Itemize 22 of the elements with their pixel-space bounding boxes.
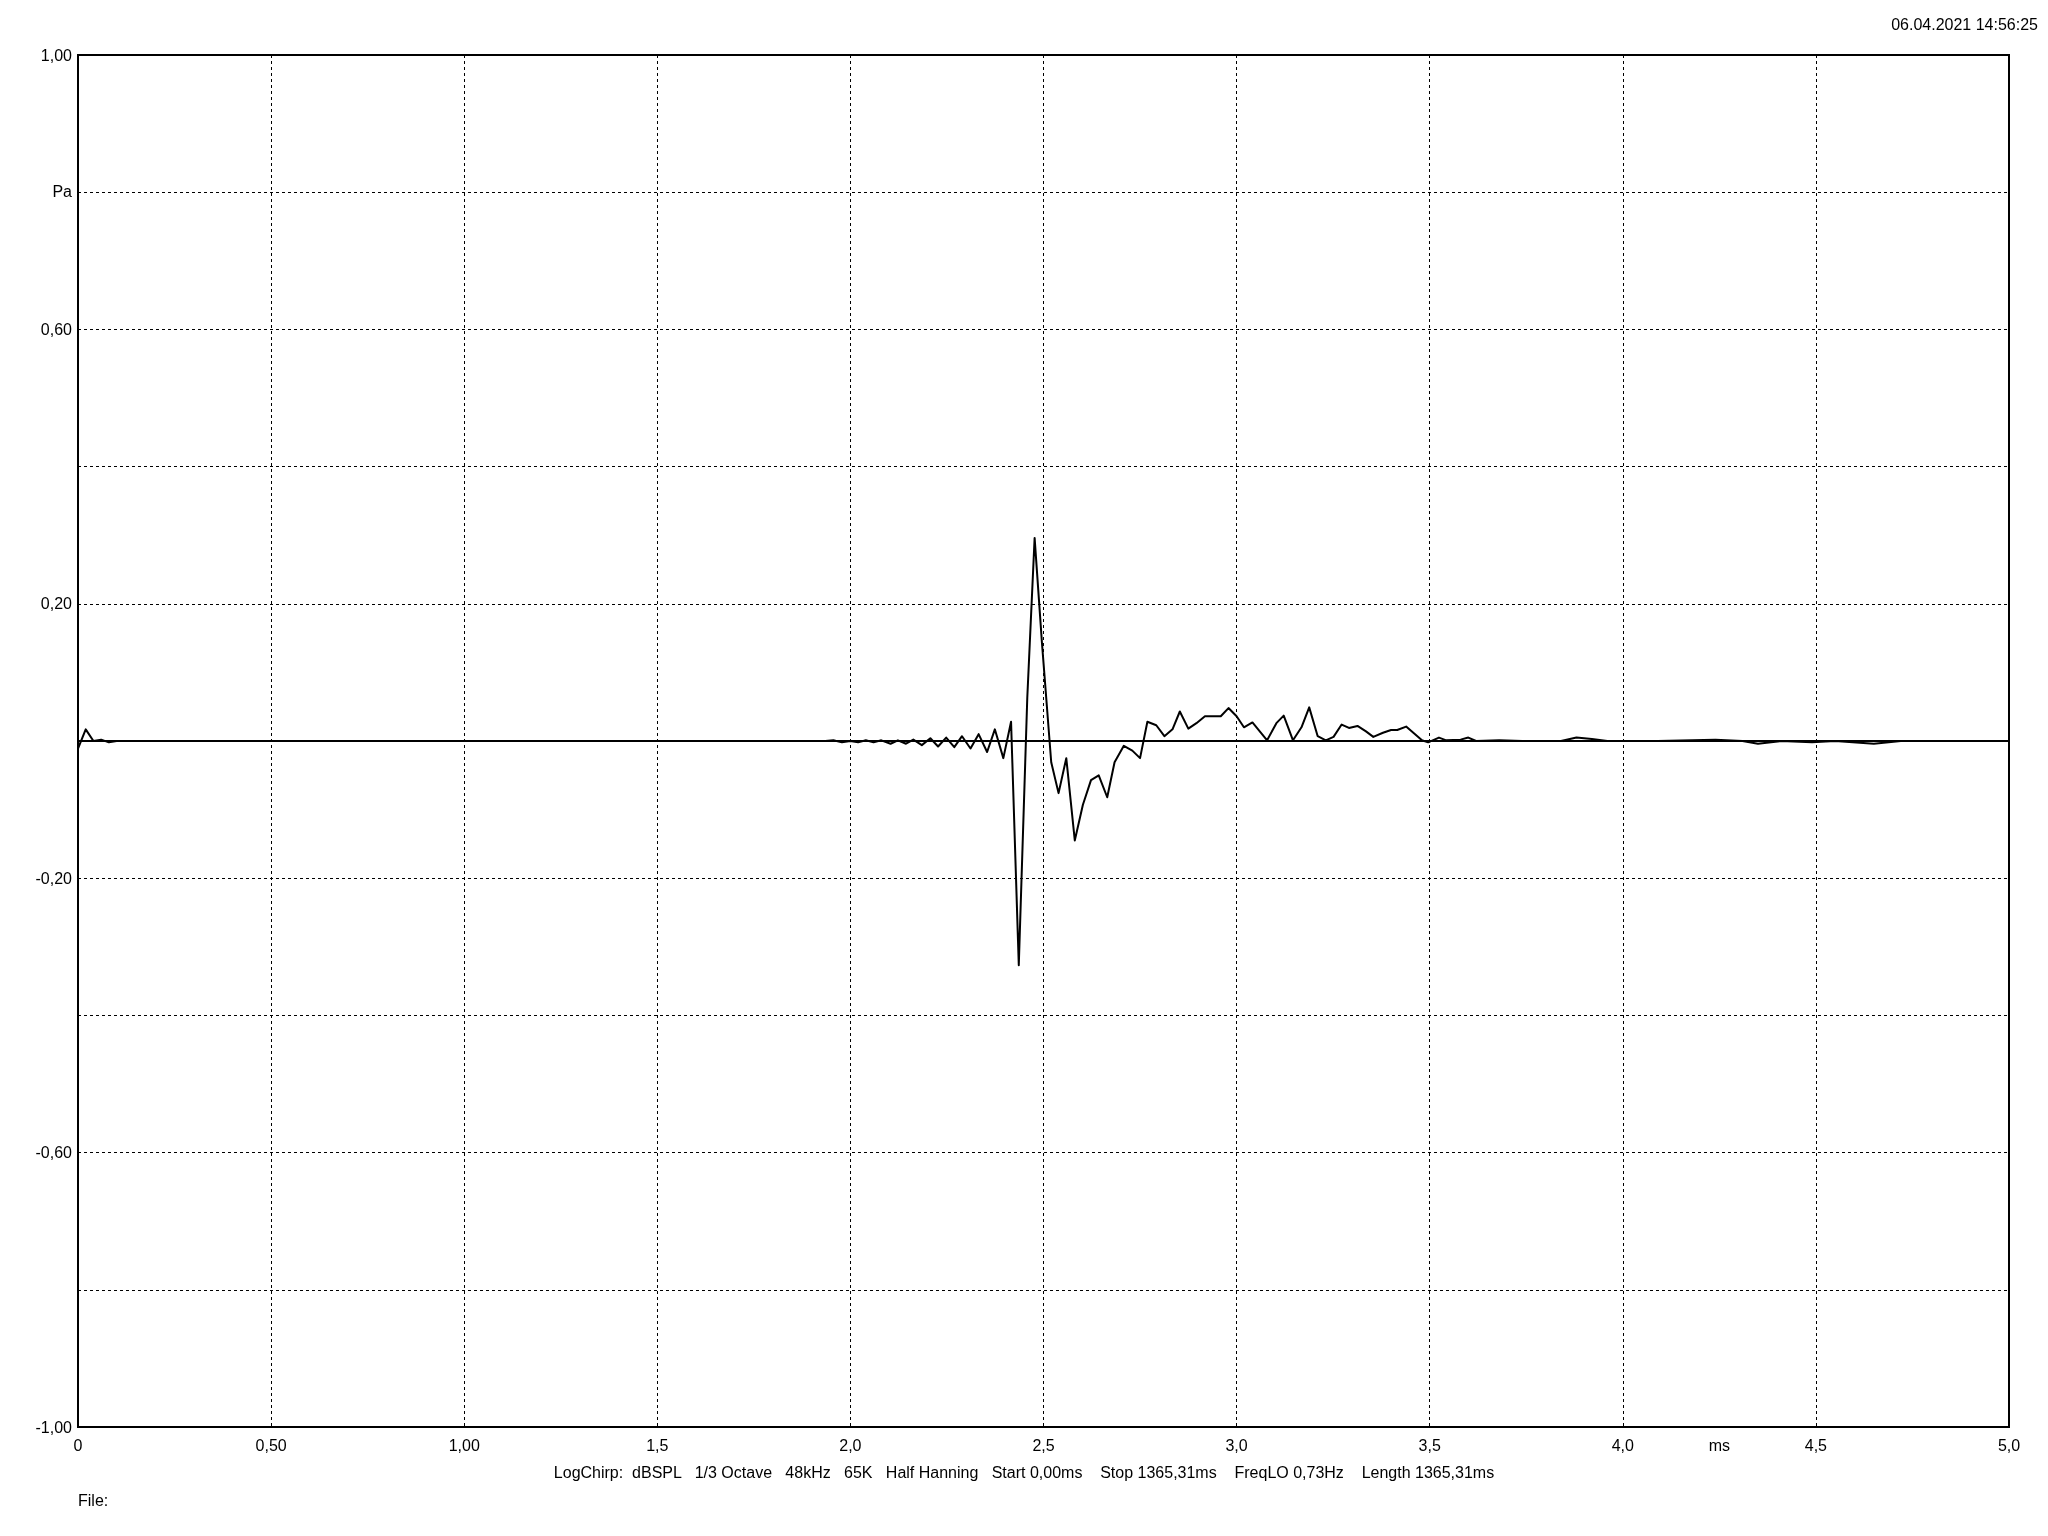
x-tick-label: 2,0 — [839, 1436, 862, 1454]
x-tick-label: 2,5 — [1032, 1436, 1055, 1454]
text: LogChirp: dBSPL 1/3 Octave 48kHz 65K Half Hanning Start 0,00ms Stop 1365,31ms FreqLO 0,73Hz Length 1365,31ms — [553, 1463, 1495, 1481]
y-tick-label: 1,00 — [40, 46, 73, 64]
x-tick-label: 5,0 — [1997, 1436, 2021, 1454]
x-tick-label: 4,0 — [1611, 1436, 1635, 1454]
text: File: — [78, 1491, 109, 1509]
text: 06.04.2021 14:56:25 — [1891, 15, 2039, 33]
y-tick-label: 0,20 — [40, 595, 73, 613]
y-tick-label: -1,00 — [35, 1418, 73, 1436]
y-axis-title: Pa — [52, 182, 73, 200]
y-tick-label: -0,60 — [35, 1144, 73, 1162]
x-tick-label: 1,5 — [646, 1436, 669, 1454]
x-tick-label: 3,0 — [1225, 1436, 1248, 1454]
y-tick-label: -0,20 — [35, 869, 73, 887]
x-tick-label: 3,5 — [1418, 1436, 1441, 1454]
x-tick-label: 1,00 — [448, 1436, 480, 1454]
y-tick-label: 0,60 — [40, 320, 73, 338]
x-tick-label: 0 — [73, 1436, 83, 1454]
x-tick-label: 0,50 — [255, 1436, 287, 1454]
x-tick-label: 4,5 — [1804, 1436, 1828, 1454]
x-axis-title: ms — [1708, 1436, 1731, 1454]
